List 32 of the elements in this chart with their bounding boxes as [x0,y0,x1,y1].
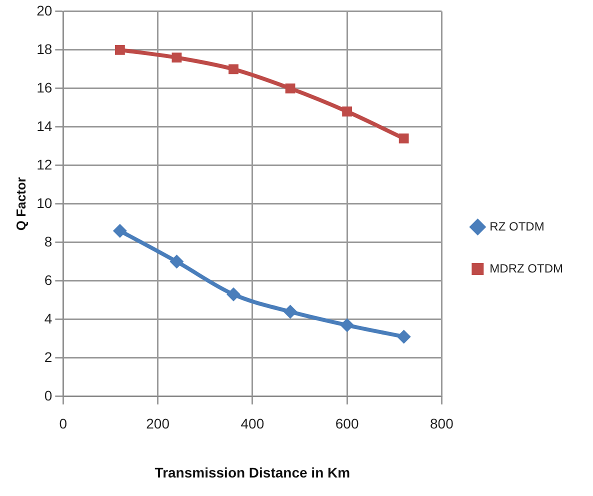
y-tick-label: 12 [36,156,52,172]
point [283,304,298,319]
y-tick-label: 4 [44,310,52,326]
point [396,330,411,344]
y-tick-label: 0 [44,387,52,404]
y-tick-label: 14 [36,118,52,134]
point [226,287,240,302]
y-axis-title: Q Factor [13,177,28,231]
y-tick-label: 16 [36,79,52,96]
y-tick-label: 2 [44,348,52,365]
y-tick-label: 8 [44,233,52,250]
x-axis-title: Transmission Distance in Km [154,464,350,480]
point [228,64,238,74]
point [285,83,296,94]
x-tick-label: 400 [240,416,264,432]
legend-label: RZ OTDM [490,219,544,234]
point [342,106,352,116]
point [172,52,182,63]
y-tick-label: 10 [36,194,52,211]
y-tick-label: 20 [36,2,52,18]
point [170,254,184,269]
x-tick-label: 800 [430,416,454,432]
legend-label: MDRZ OTDM [490,261,564,276]
point [115,44,125,55]
x-tick-label: 600 [335,416,359,432]
point [398,134,409,144]
x-tick-label: 0 [59,416,68,432]
y-tick-label: 6 [44,272,52,288]
x-tick-label: 200 [146,416,170,432]
y-tick-label: 18 [36,40,52,57]
point [340,318,354,332]
point [112,224,127,238]
